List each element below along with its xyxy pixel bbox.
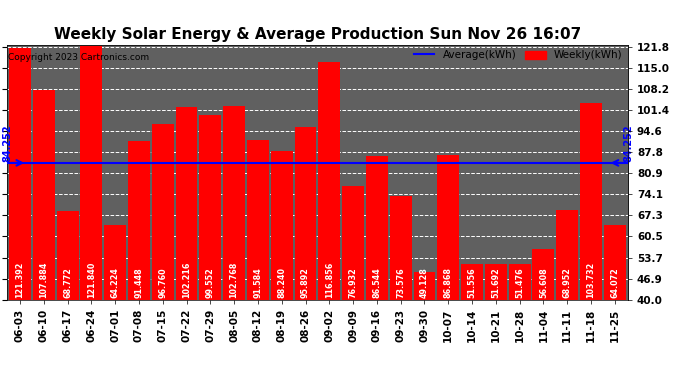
Text: 56.608: 56.608 (539, 267, 548, 297)
Bar (533, 249, 554, 300)
Text: 91.448: 91.448 (135, 267, 144, 297)
Bar (461, 264, 483, 300)
Bar (485, 264, 506, 300)
Bar (270, 150, 293, 300)
Bar (580, 102, 602, 300)
Bar (390, 196, 412, 300)
Bar (199, 116, 221, 300)
Bar (175, 107, 197, 300)
Text: 91.584: 91.584 (253, 267, 262, 297)
Text: 68.952: 68.952 (563, 267, 572, 297)
Bar (57, 211, 79, 300)
Text: 102.216: 102.216 (182, 261, 191, 297)
Bar (318, 62, 340, 300)
Text: 51.476: 51.476 (515, 267, 524, 297)
Text: 121.840: 121.840 (87, 261, 96, 297)
Text: 51.556: 51.556 (468, 267, 477, 297)
Bar (604, 225, 626, 300)
Text: 84.252: 84.252 (2, 124, 12, 162)
Bar (509, 264, 531, 300)
Text: 116.856: 116.856 (325, 261, 334, 297)
Bar (81, 46, 102, 300)
Bar (247, 140, 269, 300)
Text: 73.576: 73.576 (396, 267, 405, 297)
Bar (413, 272, 435, 300)
Text: 68.772: 68.772 (63, 267, 72, 297)
Text: 86.868: 86.868 (444, 267, 453, 297)
Bar (437, 155, 460, 300)
Text: 121.392: 121.392 (15, 261, 24, 297)
Text: 96.760: 96.760 (158, 267, 167, 297)
Text: 49.128: 49.128 (420, 267, 429, 297)
Bar (104, 225, 126, 300)
Text: 103.732: 103.732 (586, 261, 595, 297)
Text: 95.892: 95.892 (301, 267, 310, 297)
Text: 84.252: 84.252 (623, 124, 633, 162)
Bar (152, 124, 174, 300)
Bar (9, 48, 31, 300)
Bar (556, 210, 578, 300)
Bar (295, 127, 317, 300)
Text: 64.224: 64.224 (110, 267, 119, 297)
Bar (128, 141, 150, 300)
Bar (366, 156, 388, 300)
Text: Copyright 2023 Cartronics.com: Copyright 2023 Cartronics.com (8, 53, 149, 62)
Text: 86.544: 86.544 (373, 267, 382, 297)
Text: 99.552: 99.552 (206, 267, 215, 297)
Text: 102.768: 102.768 (230, 261, 239, 297)
Title: Weekly Solar Energy & Average Production Sun Nov 26 16:07: Weekly Solar Energy & Average Production… (54, 27, 581, 42)
Bar (223, 105, 245, 300)
Text: 76.932: 76.932 (348, 267, 357, 297)
Legend: Average(kWh), Weekly(kWh): Average(kWh), Weekly(kWh) (413, 50, 622, 60)
Text: 51.692: 51.692 (491, 267, 500, 297)
Bar (342, 186, 364, 300)
Bar (33, 90, 55, 300)
Text: 107.884: 107.884 (39, 261, 48, 297)
Text: 88.240: 88.240 (277, 267, 286, 297)
Text: 64.072: 64.072 (611, 267, 620, 297)
